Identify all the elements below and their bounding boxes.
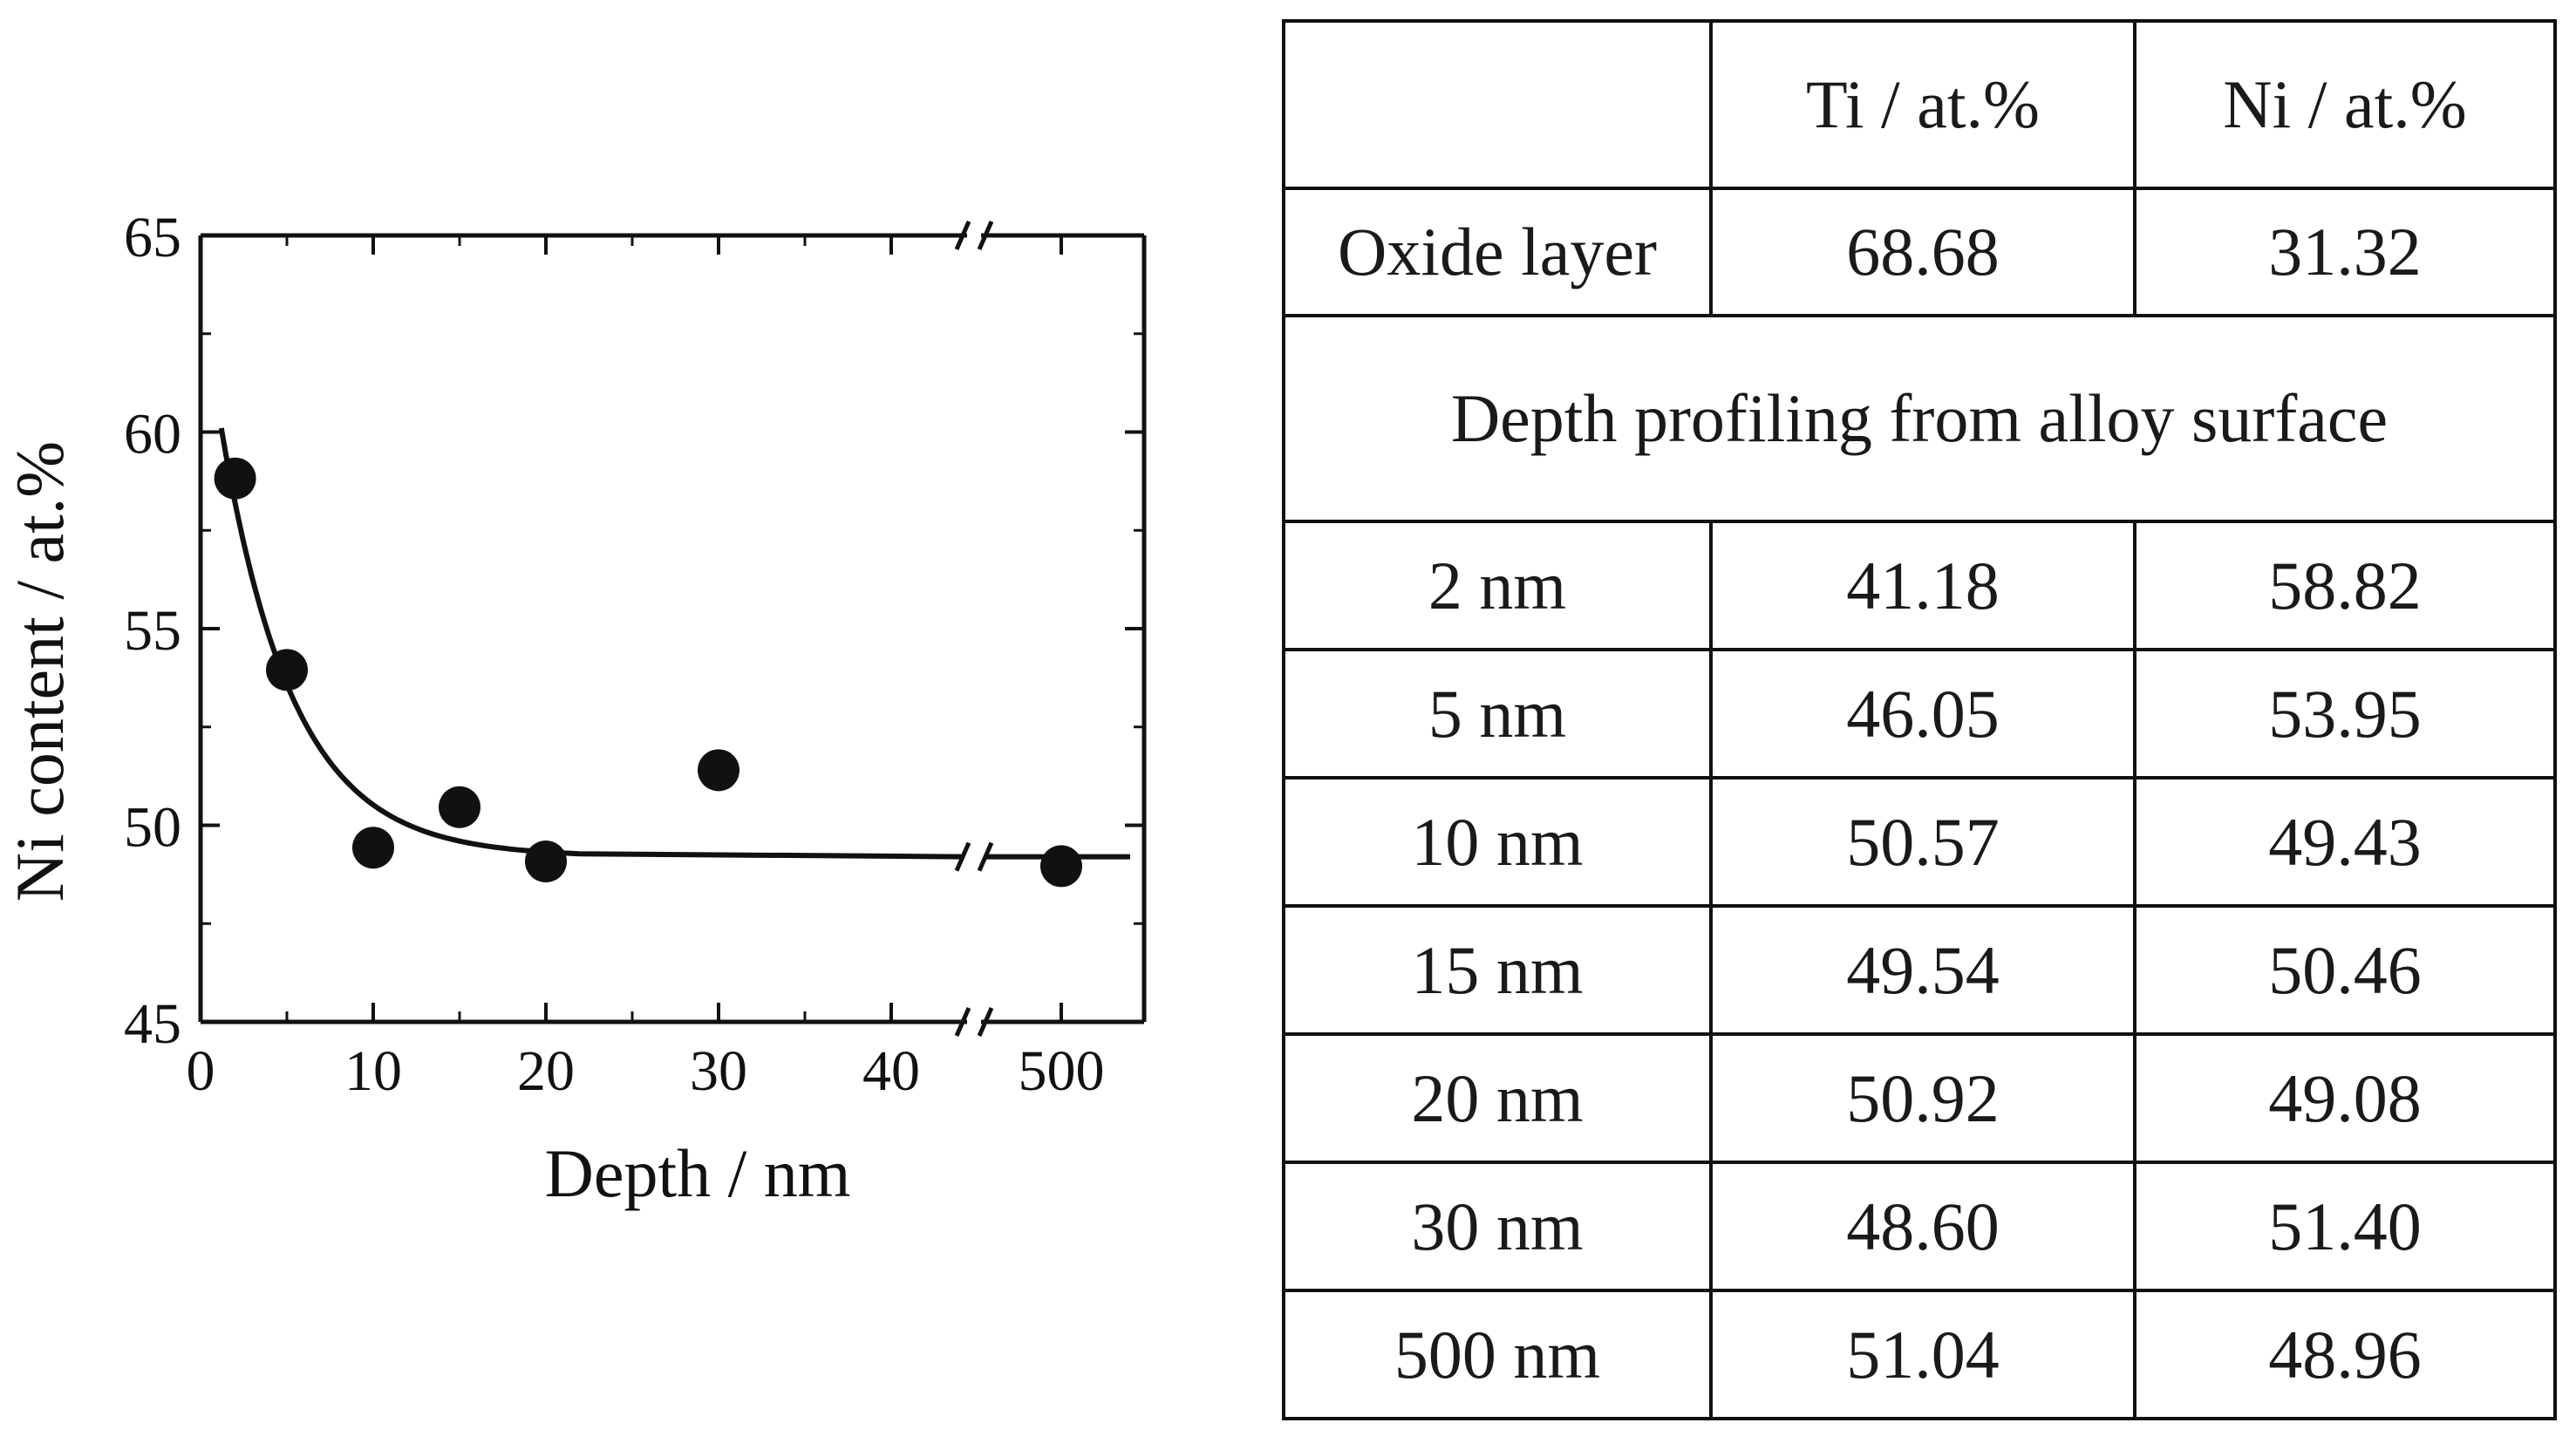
oxide-ni: 31.32 [2133, 187, 2557, 317]
ti-value: 49.54 [1709, 904, 2136, 1036]
composition-table: Ti / at.% Ni / at.% Oxide layer 68.68 31… [1282, 19, 2557, 1420]
x-tick-label: 0 [187, 1039, 215, 1103]
y-tick-label: 50 [124, 796, 181, 860]
y-axis-label: Ni content / at.% [2, 441, 78, 902]
fit-curve-break [954, 841, 994, 872]
ni-value: 58.82 [2133, 520, 2557, 651]
y-tick-label: 45 [124, 992, 181, 1056]
depth-label: 2 nm [1282, 520, 1713, 651]
data-point [266, 649, 308, 691]
ti-value: 50.92 [1709, 1032, 2136, 1164]
x-tick-label: 30 [690, 1039, 747, 1103]
plot-frame [198, 220, 1147, 1038]
x-tick-label: 40 [862, 1039, 920, 1103]
ni-depth-chart: 45 50 55 60 65 0 10 20 30 40 500 Depth / nm Ni co… [2, 206, 1147, 1211]
ti-value: 46.05 [1709, 648, 2136, 779]
data-points [214, 457, 1082, 888]
ni-value: 53.95 [2133, 648, 2557, 779]
depth-label: 10 nm [1282, 776, 1713, 908]
oxide-layer-row: Oxide layer 68.68 31.32 [1282, 187, 2557, 317]
ti-value: 41.18 [1709, 520, 2136, 651]
header-ti: Ti / at.% [1709, 19, 2136, 190]
y-axis-ticks: 45 50 55 60 65 [124, 206, 1144, 1056]
y-tick-label: 60 [124, 403, 181, 466]
depth-section-title: Depth profiling from alloy surface [1282, 314, 2557, 523]
header-empty-cell [1282, 19, 1713, 190]
oxide-label: Oxide layer [1282, 187, 1713, 317]
y-tick-label: 55 [124, 599, 181, 663]
fit-curve [218, 427, 964, 860]
depth-label: 5 nm [1282, 648, 1713, 779]
data-point [698, 749, 739, 792]
x-axis-label: Depth / nm [545, 1135, 851, 1211]
oxide-ti: 68.68 [1709, 187, 2136, 317]
depth-label: 15 nm [1282, 904, 1713, 1036]
table-row: 30 nm 48.60 51.40 [1282, 1161, 2557, 1292]
table-row: 2 nm 41.18 58.82 [1282, 520, 2557, 651]
ni-value: 51.40 [2133, 1161, 2557, 1292]
axis-break-bottom [954, 1006, 994, 1038]
ni-value: 49.08 [2133, 1032, 2557, 1164]
x-tick-label: 500 [1019, 1039, 1105, 1103]
table-row: 15 nm 49.54 50.46 [1282, 904, 2557, 1036]
x-tick-label: 20 [517, 1039, 575, 1103]
fit-curve-layer [218, 427, 1130, 872]
data-point [214, 457, 256, 500]
ni-value: 49.43 [2133, 776, 2557, 908]
axis-break-top [954, 220, 994, 251]
table-row: 20 nm 50.92 49.08 [1282, 1032, 2557, 1164]
header-ni: Ni / at.% [2133, 19, 2557, 190]
ni-value: 48.96 [2133, 1289, 2557, 1420]
depth-label: 20 nm [1282, 1032, 1713, 1164]
ti-value: 51.04 [1709, 1289, 2136, 1420]
ti-value: 48.60 [1709, 1161, 2136, 1292]
x-axis-ticks: 0 10 20 30 40 500 [187, 235, 1105, 1103]
x-tick-label: 10 [344, 1039, 402, 1103]
y-tick-label: 65 [124, 206, 181, 269]
data-point [1040, 845, 1082, 888]
depth-section-row: Depth profiling from alloy surface [1282, 314, 2557, 523]
data-point [525, 840, 567, 882]
table-row: 500 nm 51.04 48.96 [1282, 1289, 2557, 1420]
depth-label: 30 nm [1282, 1161, 1713, 1292]
table-row: 10 nm 50.57 49.43 [1282, 776, 2557, 908]
ni-value: 50.46 [2133, 904, 2557, 1036]
data-point [352, 827, 394, 869]
table-row: 5 nm 46.05 53.95 [1282, 648, 2557, 779]
ti-value: 50.57 [1709, 776, 2136, 908]
data-point [439, 786, 480, 828]
depth-label: 500 nm [1282, 1289, 1713, 1420]
table-header-row: Ti / at.% Ni / at.% [1282, 19, 2557, 190]
